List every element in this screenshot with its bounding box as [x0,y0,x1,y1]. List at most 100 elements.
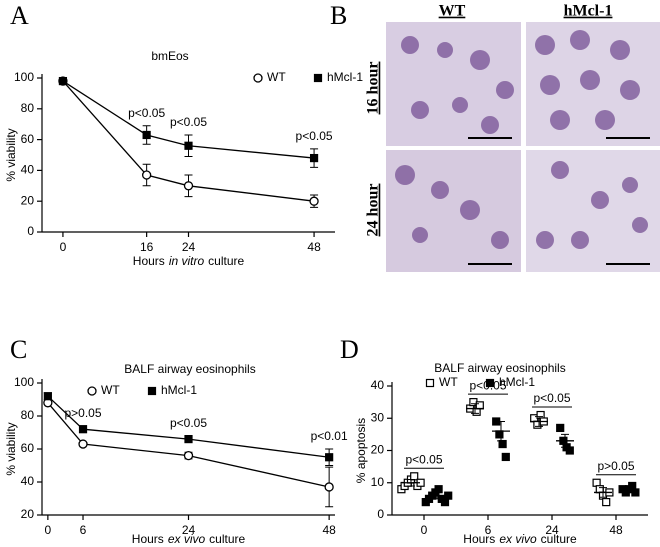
sem-bar [497,420,505,442]
x-label-part: culture [209,532,245,546]
row-label: 16 hour [365,62,382,115]
legend-marker [425,378,435,388]
chart-title: BALF airway eosinophils [124,362,255,376]
annotation: p<0.05 [296,129,333,143]
point [309,153,319,163]
series-line [47,402,330,488]
annotation: p<0.05 [170,416,207,430]
panel-letter: D [340,335,359,364]
legend-marker [147,386,157,396]
x-axis-label: Hours ex vivo culture [132,532,246,546]
point [184,435,193,444]
x-label-part: in vitro [169,254,205,268]
point [495,430,504,439]
series-line [62,80,315,159]
x-label-part: ex vivo [499,532,537,546]
annotation: p<0.05 [533,391,570,405]
y-axis-label: % apoptosis [354,418,368,483]
point [498,439,507,449]
sem-bar [561,433,569,448]
point [58,76,68,86]
point [475,401,484,410]
y-tick-label: 0 [377,507,384,521]
point [78,439,88,449]
x-tick-label: 6 [80,523,87,537]
series-line [47,395,330,458]
y-axis-label: % viability [4,128,18,181]
y-tick-label: 10 [371,475,385,489]
y-tick-label: 30 [371,410,385,424]
chart-title: BALF airway eosinophils [434,361,565,375]
x-axis-label: Hours in vitro culture [133,254,245,268]
x-label-part: culture [541,532,577,546]
x-tick-label: 6 [485,523,492,537]
legend-label: WT [267,70,286,84]
column-label: WT [439,3,466,20]
y-tick-label: 20 [371,443,385,457]
cells [395,30,648,249]
legend-marker [87,386,97,396]
point [325,453,334,462]
y-tick-label: 40 [21,474,35,488]
x-tick-label: 24 [182,240,196,254]
y-tick-label: 100 [14,70,34,84]
legend-label: hMcl-1 [499,375,535,389]
x-tick-label: 48 [322,523,336,537]
series-line [62,80,315,202]
legend-label: WT [101,383,120,397]
x-tick-label: 48 [609,523,623,537]
point [183,181,194,191]
x-label-part: culture [208,254,244,268]
y-tick-label: 20 [21,193,35,207]
panel-letter: B [330,1,347,30]
point [183,450,194,461]
x-label-part: Hours [463,532,495,546]
point [501,452,510,462]
y-tick-label: 80 [21,101,35,115]
x-tick-label: 0 [45,523,52,537]
sem-bar [407,479,415,487]
point [556,423,565,433]
y-tick-label: 60 [21,441,35,455]
point [184,141,193,150]
sem-bar [433,491,441,500]
annotation: p<0.05 [405,452,442,466]
point [565,446,574,455]
annotation: p>0.05 [64,406,101,420]
x-label-part: ex vivo [168,532,206,546]
y-tick-label: 60 [21,132,35,146]
scale-bars [468,137,650,265]
x-label-part: Hours [132,532,164,546]
annotation: p>0.05 [597,459,634,473]
y-tick-label: 100 [14,375,34,389]
point [434,485,443,494]
x-tick-label: 24 [545,523,559,537]
x-tick-label: 0 [60,240,67,254]
point [324,482,334,492]
x-label-part: Hours [133,254,165,268]
point [78,425,88,434]
legend-label: WT [439,375,458,389]
sem-bar [535,416,543,427]
legend-marker [485,378,495,388]
point [602,498,611,507]
x-axis-label: Hours ex vivo culture [463,532,577,546]
point [141,170,152,180]
x-tick-label: 0 [421,523,428,537]
chart-title: bmEos [151,49,188,63]
point [142,130,151,140]
sem-bar [599,487,607,498]
x-tick-label: 48 [307,240,321,254]
y-tick-label: 40 [371,378,385,392]
annotation: p<0.05 [128,106,165,120]
row-label: 24 hour [365,184,382,237]
legend-label: hMcl-1 [327,70,363,84]
point [631,488,640,497]
annotation: p<0.05 [170,115,207,129]
point [43,392,52,401]
y-tick-label: 20 [21,507,35,521]
y-tick-label: 80 [21,408,35,422]
sem-bar [471,403,479,414]
point [309,196,319,206]
